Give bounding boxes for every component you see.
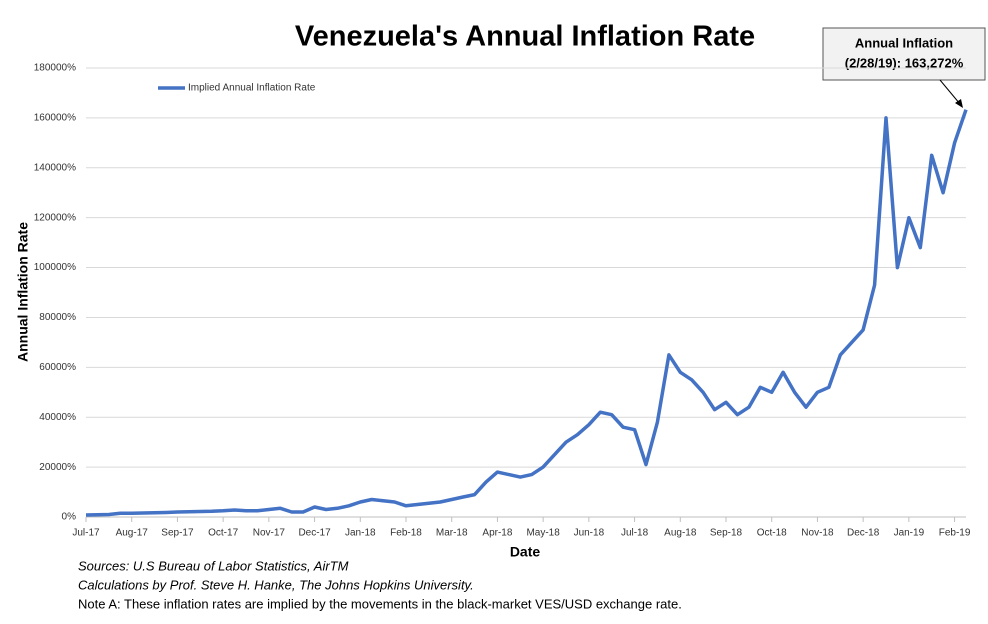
x-tick-label: Feb-18 — [390, 528, 422, 539]
y-tick-label: 140000% — [34, 162, 76, 173]
x-tick-label: Dec-17 — [298, 528, 331, 539]
x-tick-label: Aug-18 — [664, 528, 697, 539]
y-tick-label: 60000% — [39, 362, 76, 373]
y-tick-label: 120000% — [34, 212, 76, 223]
y-tick-label: 100000% — [34, 262, 76, 273]
x-tick-label: Jul-17 — [72, 528, 100, 539]
x-tick-label: Jan-19 — [894, 528, 925, 539]
y-tick-label: 40000% — [39, 412, 76, 423]
x-tick-label: Mar-18 — [436, 528, 468, 539]
note: Sources: U.S Bureau of Labor Statistics,… — [78, 558, 349, 573]
x-tick-label: Nov-18 — [801, 528, 834, 539]
x-tick-label: Jun-18 — [574, 528, 605, 539]
y-tick-label: 20000% — [39, 462, 76, 473]
x-tick-label: Oct-17 — [208, 528, 238, 539]
chart-title: Venezuela's Annual Inflation Rate — [295, 21, 755, 53]
note: Note A: These inflation rates are implie… — [78, 596, 682, 611]
x-tick-label: Jan-18 — [345, 528, 376, 539]
x-tick-label: Aug-17 — [116, 528, 149, 539]
y-axis-title: Annual Inflation Rate — [15, 222, 31, 362]
annotation-text: Annual Inflation — [855, 35, 953, 50]
y-tick-label: 180000% — [34, 63, 76, 74]
annotation-arrow — [939, 79, 961, 105]
annotation-box — [822, 27, 986, 81]
y-tick-label: 160000% — [34, 113, 76, 124]
y-tick-label: 0% — [62, 512, 77, 523]
x-tick-label: Oct-18 — [757, 528, 787, 539]
x-tick-label: Apr-18 — [482, 528, 512, 539]
x-axis-title: Date — [510, 544, 541, 560]
x-tick-label: Dec-18 — [847, 528, 880, 539]
x-tick-label: Nov-17 — [253, 528, 286, 539]
x-tick-label: Feb-19 — [939, 528, 971, 539]
x-tick-label: Sep-17 — [161, 528, 194, 539]
y-tick-label: 80000% — [39, 312, 76, 323]
x-tick-label: Sep-18 — [710, 528, 743, 539]
note: Calculations by Prof. Steve H. Hanke, Th… — [78, 577, 474, 592]
line-series — [85, 109, 968, 517]
annotation-text: (2/28/19): 163,272% — [845, 55, 964, 70]
x-tick-label: Jul-18 — [621, 528, 649, 539]
x-tick-label: May-18 — [526, 528, 560, 539]
legend-label: Implied Annual Inflation Rate — [188, 83, 316, 94]
annotation-arrowhead — [955, 99, 963, 108]
